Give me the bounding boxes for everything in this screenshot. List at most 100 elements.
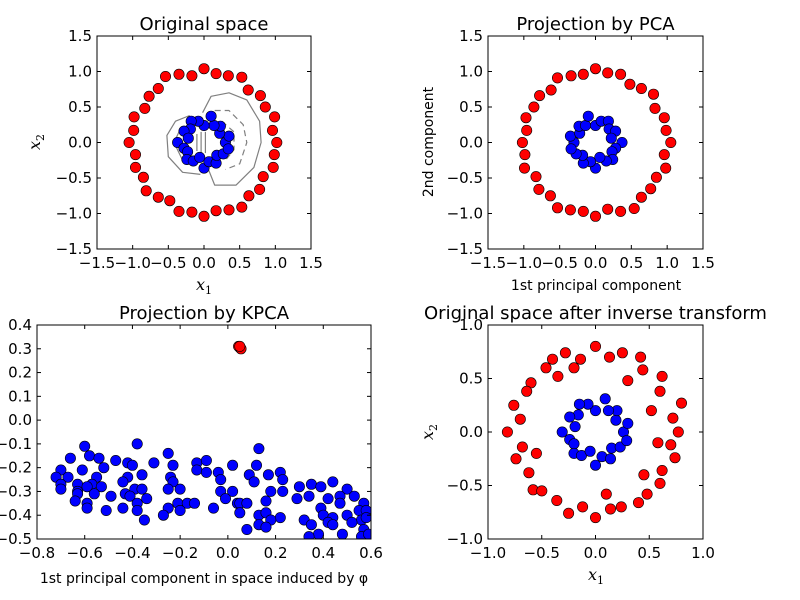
- blue-point: [327, 519, 339, 531]
- red-point: [152, 191, 164, 203]
- subplot-1: −1.5 −1.0 −0.5 0.0 0.5 1.0 1.5−1.5−1.0−0.50.00…: [25, 14, 323, 297]
- blue-point: [303, 490, 315, 502]
- blue-point: [241, 523, 253, 535]
- red-point: [665, 137, 677, 149]
- red-point: [508, 399, 520, 411]
- blue-point: [253, 443, 265, 455]
- red-point: [654, 477, 666, 489]
- blue-point: [602, 405, 614, 417]
- x-axis-label-sub: 1: [205, 284, 212, 297]
- red-point: [198, 210, 210, 222]
- red-point: [128, 124, 140, 136]
- red-point: [551, 494, 563, 506]
- red-point: [128, 111, 140, 123]
- red-point: [521, 124, 533, 136]
- red-point: [236, 201, 248, 213]
- red-point: [510, 453, 522, 465]
- y-tick-label: 0.4: [8, 316, 32, 334]
- y-tick-label: 0.5: [459, 370, 483, 388]
- red-point: [564, 204, 576, 216]
- blue-point: [79, 440, 91, 452]
- red-point: [632, 497, 644, 509]
- blue-point: [322, 493, 334, 505]
- red-point: [501, 426, 513, 438]
- axes-frame: [487, 324, 704, 540]
- y-tick-label: 0.0: [459, 134, 483, 152]
- red-point: [533, 183, 545, 195]
- red-point: [242, 84, 254, 96]
- red-point: [565, 70, 577, 82]
- blue-point: [93, 452, 105, 464]
- blue-point: [315, 481, 327, 493]
- blue-point: [274, 512, 286, 524]
- y-tick-label: −0.5: [447, 477, 483, 495]
- y-axis-label: x2: [25, 134, 47, 150]
- blue-point: [227, 485, 239, 497]
- blue-point: [605, 132, 617, 144]
- blue-point: [260, 495, 272, 507]
- red-point: [257, 171, 269, 183]
- red-point: [186, 206, 198, 218]
- red-point: [574, 353, 586, 365]
- blue-point: [220, 493, 232, 505]
- scatter-points: [501, 340, 687, 524]
- blue-point: [69, 495, 81, 507]
- x-tick-label: 0.0: [192, 254, 216, 272]
- red-point: [604, 503, 616, 515]
- red-point: [649, 102, 661, 114]
- red-point: [658, 149, 670, 161]
- red-point: [137, 171, 149, 183]
- red-point: [589, 63, 601, 75]
- blue-point: [62, 471, 74, 483]
- x-tick-label: −1.0: [506, 254, 542, 272]
- red-point: [635, 351, 647, 363]
- x-tick-label: −0.5: [541, 254, 577, 272]
- blue-point: [313, 528, 324, 539]
- red-point: [645, 405, 657, 417]
- blue-point: [100, 504, 112, 516]
- red-point: [559, 347, 571, 359]
- y-tick-label: −1.0: [447, 205, 483, 223]
- red-point: [546, 353, 558, 365]
- blue-point: [182, 132, 194, 144]
- red-point: [186, 70, 198, 82]
- red-point: [160, 71, 172, 83]
- red-point: [656, 370, 668, 382]
- x-tick-label: 1.0: [655, 254, 679, 272]
- blue-point: [215, 474, 227, 486]
- blue-point: [556, 426, 568, 438]
- subplot-2: −1.5 −1.0 −0.5 0.0 0.5 1.0 1.5−1.5−1.0−0.50.00…: [421, 14, 715, 294]
- red-point: [645, 183, 657, 195]
- red-point: [521, 385, 533, 397]
- blue-point: [305, 478, 317, 490]
- blue-point: [234, 507, 246, 519]
- x-tick-label: −1.5: [79, 254, 115, 272]
- contour-line: [166, 114, 201, 175]
- y-tick-label: −1.5: [56, 240, 92, 258]
- x-tick-label: −1.0: [114, 254, 150, 272]
- y-tick-label: −0.5: [447, 169, 483, 187]
- blue-point: [110, 454, 122, 466]
- blue-point: [251, 459, 263, 471]
- red-point: [624, 78, 636, 90]
- red-point: [139, 102, 151, 114]
- red-point: [650, 171, 662, 183]
- red-point: [268, 149, 280, 161]
- red-point: [123, 137, 135, 149]
- blue-point: [579, 120, 591, 132]
- x-tick-label: 1.0: [691, 544, 715, 562]
- y-tick-label: 1.0: [459, 63, 483, 81]
- blue-point: [64, 452, 76, 464]
- red-point: [271, 137, 283, 149]
- red-point: [589, 512, 601, 524]
- blue-point: [136, 469, 148, 481]
- red-point: [675, 397, 687, 409]
- blue-point: [131, 504, 143, 516]
- y-tick-label: −0.5: [0, 530, 32, 548]
- x-tick-label: 1.5: [691, 254, 715, 272]
- x-axis-label-main: x: [588, 565, 597, 584]
- blue-point: [98, 462, 110, 474]
- red-point: [530, 447, 542, 459]
- red-point: [164, 195, 176, 207]
- blue-point: [200, 454, 212, 466]
